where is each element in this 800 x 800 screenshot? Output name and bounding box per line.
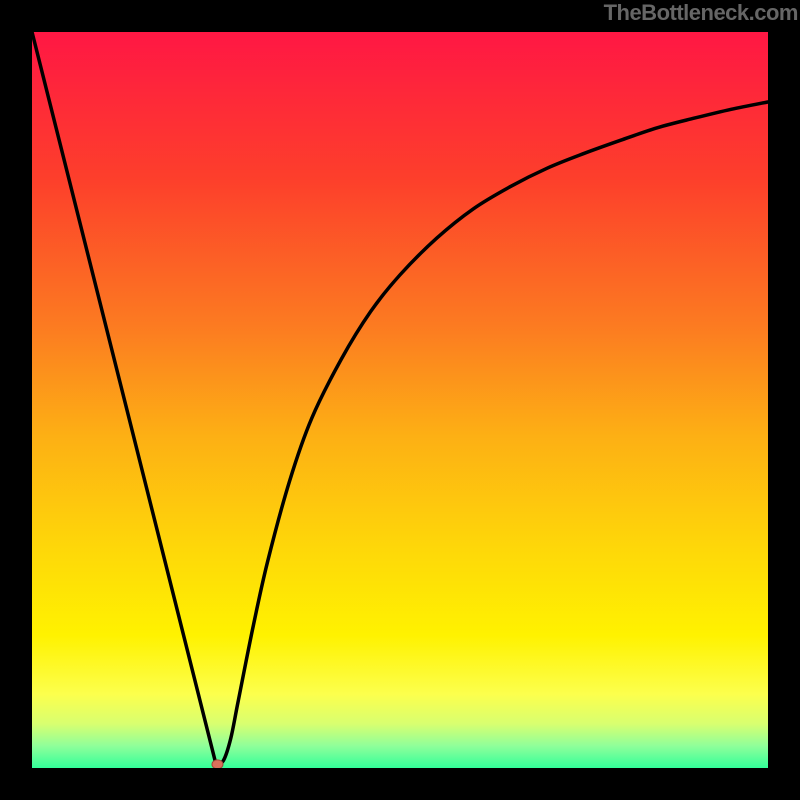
source-watermark: TheBottleneck.com	[604, 0, 798, 26]
chart-svg	[32, 32, 768, 768]
plot-area	[32, 32, 768, 768]
minimum-marker	[212, 760, 223, 768]
gradient-background	[32, 32, 768, 768]
chart-container: TheBottleneck.com	[0, 0, 800, 800]
